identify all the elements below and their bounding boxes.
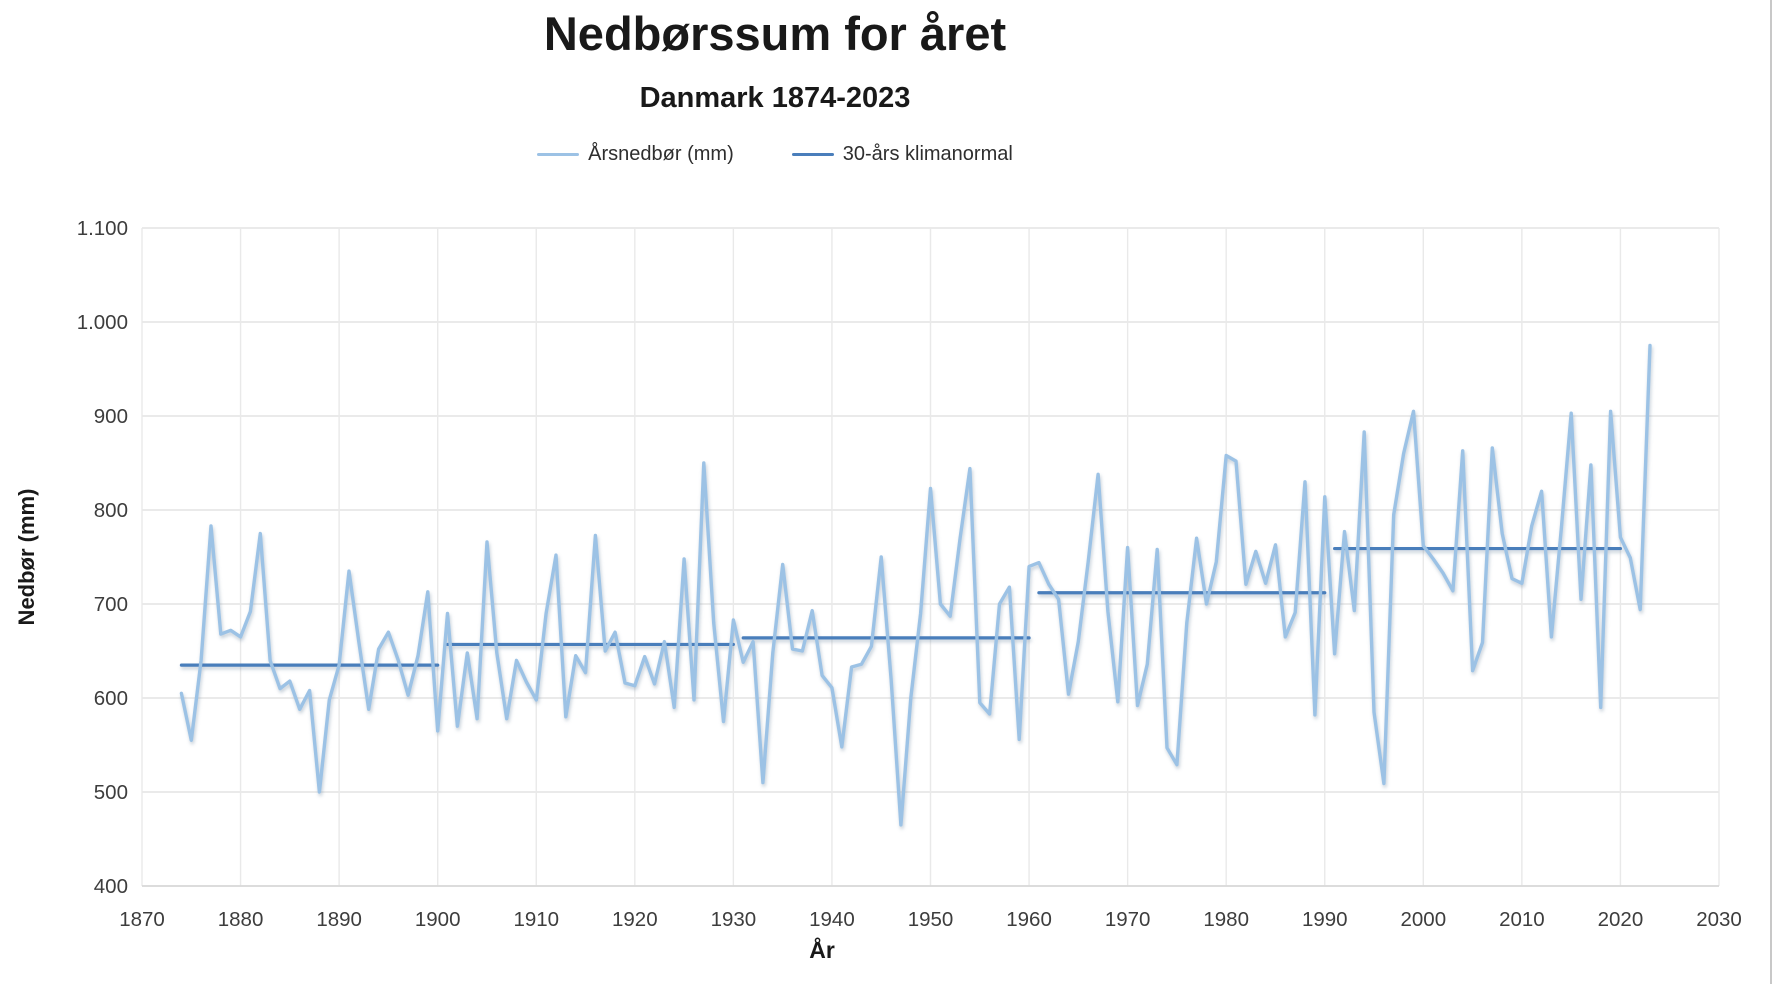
x-tick-label: 1940: [809, 908, 855, 931]
x-tick-label: 1880: [218, 908, 264, 931]
y-axis-title: Nedbør (mm): [14, 489, 39, 626]
legend-item-arsnedbor: Årsnedbør (mm): [537, 143, 734, 166]
x-axis-title: År: [809, 936, 835, 963]
y-tick-label: 700: [94, 593, 128, 616]
y-tick-label: 1.000: [77, 311, 128, 334]
legend-label: 30-års klimanormal: [842, 143, 1013, 165]
y-tick-label: 1.100: [77, 217, 128, 240]
x-tick-label: 1890: [316, 908, 362, 931]
x-tick-label: 2030: [1696, 908, 1742, 931]
x-tick-label: 2010: [1499, 908, 1545, 931]
x-tick-label: 1910: [513, 908, 559, 931]
y-tick-label: 800: [94, 499, 128, 522]
x-tick-label: 1980: [1203, 908, 1249, 931]
x-tick-label: 1900: [415, 908, 461, 931]
legend: Årsnedbør (mm) 30-års klimanormal: [0, 143, 1550, 166]
line-swatch-icon: [537, 153, 580, 156]
x-tick-label: 2000: [1401, 908, 1447, 931]
x-tick-label: 2020: [1598, 908, 1644, 931]
x-tick-label: 1930: [711, 908, 757, 931]
line-swatch-icon: [791, 153, 834, 156]
x-tick-label: 1870: [119, 908, 165, 931]
y-tick-label: 600: [94, 687, 128, 710]
x-tick-label: 1970: [1105, 908, 1151, 931]
y-tick-label: 900: [94, 405, 128, 428]
chart-subtitle: Danmark 1874-2023: [639, 82, 911, 114]
x-tick-label: 1950: [908, 908, 954, 931]
x-tick-label: 1990: [1302, 908, 1348, 931]
y-tick-label: 500: [94, 781, 128, 804]
arsnedbor-line: [179, 343, 1652, 827]
y-tick-label: 400: [94, 875, 128, 898]
x-tick-label: 1960: [1006, 908, 1052, 931]
legend-label: Årsnedbør (mm): [588, 143, 734, 165]
window-edge: [1770, 0, 1772, 984]
series-group: [179, 343, 1652, 827]
x-tick-label: 1920: [612, 908, 658, 931]
chart-title: Nedbørssum for året: [543, 7, 1007, 60]
legend-item-klimanormal: 30-års klimanormal: [791, 143, 1013, 166]
